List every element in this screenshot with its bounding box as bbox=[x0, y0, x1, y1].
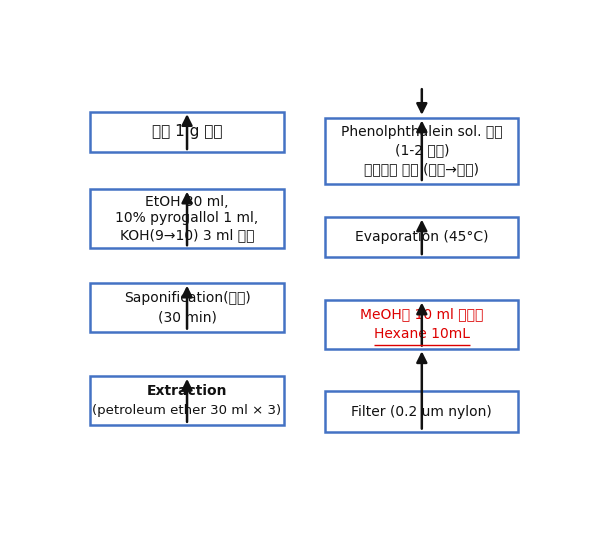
Text: Hexane 10mL: Hexane 10mL bbox=[374, 327, 470, 341]
Text: Phenolphthalein sol. 첨가: Phenolphthalein sol. 첨가 bbox=[341, 125, 503, 139]
Text: (petroleum ether 30 ml × 3): (petroleum ether 30 ml × 3) bbox=[93, 404, 282, 417]
Text: Saponification(검화): Saponification(검화) bbox=[124, 290, 251, 305]
Text: (1-2 방울): (1-2 방울) bbox=[394, 144, 449, 158]
Text: 10% pyrogallol 1 ml,: 10% pyrogallol 1 ml, bbox=[115, 211, 258, 226]
Text: 시료 1 g 채취: 시료 1 g 채취 bbox=[152, 124, 222, 139]
Bar bbox=[325, 217, 519, 257]
Text: EtOH 30 ml,: EtOH 30 ml, bbox=[146, 195, 229, 208]
Text: Extraction: Extraction bbox=[147, 384, 228, 398]
Bar bbox=[90, 376, 284, 425]
Text: Evaporation (45°C): Evaporation (45°C) bbox=[355, 230, 488, 244]
Text: MeOH로 10 ml 채우기: MeOH로 10 ml 채우기 bbox=[360, 307, 484, 322]
Text: Filter (0.2 um nylon): Filter (0.2 um nylon) bbox=[352, 405, 492, 419]
Bar bbox=[325, 118, 519, 184]
Bar bbox=[90, 112, 284, 152]
Bar bbox=[90, 189, 284, 248]
Bar bbox=[90, 283, 284, 332]
Text: (30 min): (30 min) bbox=[157, 310, 216, 324]
Text: 증류수로 세첨 (분홍→무색): 증류수로 세첨 (분홍→무색) bbox=[364, 162, 479, 177]
Text: KOH(9→10) 3 ml 첨가: KOH(9→10) 3 ml 첨가 bbox=[120, 228, 254, 243]
Bar bbox=[325, 392, 519, 432]
Bar bbox=[325, 300, 519, 349]
